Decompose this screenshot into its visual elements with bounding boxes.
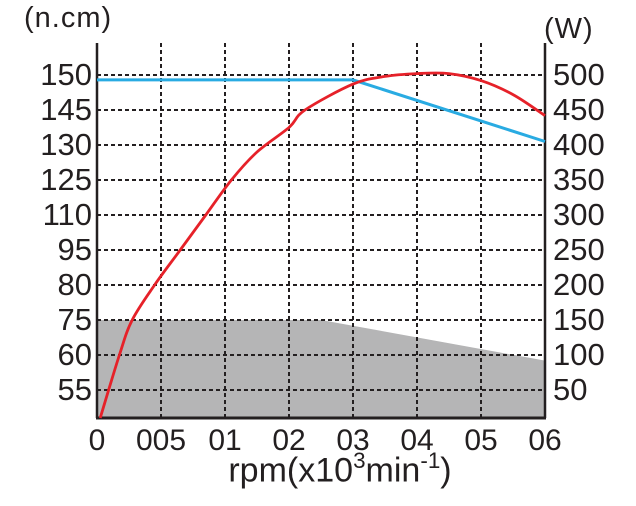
right-axis-tick-label: 200 [553, 266, 605, 302]
x-axis-tick-label: 02 [272, 424, 306, 457]
x-axis-tick-label: 005 [135, 424, 187, 457]
left-axis-tick-label: 145 [40, 91, 92, 127]
left-axis-unit-label: (n.cm) [24, 2, 113, 34]
right-axis-tick-label: 100 [553, 336, 605, 372]
left-axis-tick-label: 150 [40, 56, 92, 92]
x-axis-tick-label: 05 [464, 424, 498, 457]
x-axis-title: rpm(x103min-1) [116, 447, 564, 490]
x-axis-tick-label: 0 [88, 424, 106, 457]
x-axis-tick-label: 06 [528, 424, 562, 457]
right-axis-tick-label: 450 [553, 91, 605, 127]
x-axis-title-text: ) [440, 451, 452, 490]
shaded-operating-zone [97, 320, 545, 418]
x-axis-title-superscript-exponent: -1 [420, 447, 441, 473]
left-axis-tick-label: 95 [57, 231, 92, 267]
x-axis-tick-label: 03 [336, 424, 370, 457]
x-axis-tick-label: 01 [208, 424, 242, 457]
right-axis-tick-label: 500 [553, 56, 605, 92]
right-axis-tick-label: 350 [553, 161, 605, 197]
right-axis-tick-label: 400 [553, 126, 605, 162]
x-axis-tick-label: 04 [400, 424, 434, 457]
left-axis-tick-label: 80 [57, 266, 92, 302]
left-axis-tick-label: 110 [42, 196, 92, 232]
right-axis-tick-label: 50 [553, 371, 588, 407]
x-axis-title-text: min [365, 451, 421, 490]
x-axis-title-superscript-exponent: 3 [353, 447, 366, 473]
left-axis-tick-label: 60 [57, 336, 92, 372]
right-axis-unit-label: (W) [544, 13, 594, 45]
right-axis-tick-label: 250 [553, 231, 605, 267]
x-axis-title-text: rpm(x10 [228, 451, 354, 490]
left-axis-tick-label: 125 [40, 161, 92, 197]
right-axis-tick-label: 300 [553, 196, 605, 232]
left-axis-tick-label: 55 [57, 371, 92, 407]
power-curve [98, 71, 546, 419]
left-axis-tick-label: 75 [57, 301, 92, 337]
left-axis-tick-label: 130 [40, 126, 92, 162]
right-axis-tick-label: 150 [553, 301, 605, 337]
torque-curve [97, 78, 546, 143]
